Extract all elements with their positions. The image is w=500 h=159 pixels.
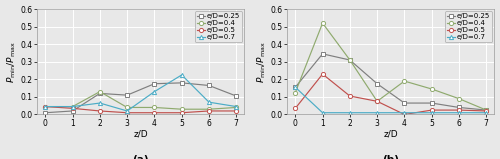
Line: e/D=0.7: e/D=0.7 [43,73,238,113]
e/D=0.5 [42,106,48,107]
e/D=0.4 [70,106,75,107]
Text: (b): (b) [382,155,400,159]
Line: e/D=0.5: e/D=0.5 [43,104,238,115]
e/D=0.4 [152,107,158,108]
e/D=0.25 [402,102,407,104]
Y-axis label: $P_{\rm min}/P_{\rm max}$: $P_{\rm min}/P_{\rm max}$ [6,41,18,83]
e/D=0.4 [428,88,434,90]
e/D=0.4 [402,80,407,82]
e/D=0.4 [484,109,490,111]
e/D=0.7 [178,74,184,76]
e/D=0.25 [428,102,434,104]
e/D=0.5 [97,110,103,112]
e/D=0.25 [292,86,298,88]
e/D=0.4 [206,108,212,110]
Line: e/D=0.25: e/D=0.25 [293,52,488,112]
e/D=0.7 [124,110,130,112]
e/D=0.4 [456,98,462,100]
e/D=0.25 [70,110,75,112]
e/D=0.7 [402,112,407,114]
e/D=0.25 [234,95,239,97]
e/D=0.7 [347,112,353,114]
e/D=0.7 [97,102,103,104]
Line: e/D=0.4: e/D=0.4 [43,90,238,111]
e/D=0.25 [178,82,184,84]
e/D=0.7 [292,86,298,88]
e/D=0.7 [456,112,462,114]
e/D=0.7 [206,101,212,103]
e/D=0.5 [374,100,380,102]
e/D=0.25 [456,107,462,108]
e/D=0.5 [234,110,239,112]
e/D=0.25 [206,85,212,86]
e/D=0.5 [456,109,462,111]
e/D=0.25 [42,112,48,114]
e/D=0.25 [124,94,130,96]
e/D=0.4 [124,107,130,108]
e/D=0.4 [97,91,103,93]
e/D=0.25 [484,109,490,111]
Legend: e/D=0.25, e/D=0.4, e/D=0.5, e/D=0.7: e/D=0.25, e/D=0.4, e/D=0.5, e/D=0.7 [194,11,242,42]
e/D=0.25 [97,92,103,94]
e/D=0.4 [374,100,380,102]
e/D=0.4 [347,59,353,61]
e/D=0.7 [320,112,326,114]
X-axis label: z/D: z/D [134,129,148,138]
e/D=0.5 [70,107,75,109]
e/D=0.5 [428,109,434,111]
Y-axis label: $P_{\rm min}/P_{\rm max}$: $P_{\rm min}/P_{\rm max}$ [256,41,268,83]
e/D=0.7 [70,106,75,107]
e/D=0.5 [484,110,490,112]
e/D=0.7 [42,106,48,107]
e/D=0.7 [428,112,434,114]
e/D=0.5 [152,112,158,114]
e/D=0.5 [347,95,353,97]
Line: e/D=0.4: e/D=0.4 [293,21,488,112]
Legend: e/D=0.25, e/D=0.4, e/D=0.5, e/D=0.7: e/D=0.25, e/D=0.4, e/D=0.5, e/D=0.7 [444,11,492,42]
e/D=0.25 [152,83,158,85]
e/D=0.5 [320,73,326,75]
e/D=0.5 [292,107,298,109]
e/D=0.7 [484,112,490,114]
e/D=0.7 [234,106,239,107]
Text: (a): (a) [132,155,149,159]
e/D=0.25 [347,59,353,61]
e/D=0.4 [42,106,48,107]
e/D=0.5 [178,112,184,114]
X-axis label: z/D: z/D [384,129,398,138]
Line: e/D=0.5: e/D=0.5 [293,72,488,117]
e/D=0.25 [320,53,326,55]
e/D=0.4 [234,107,239,108]
Line: e/D=0.7: e/D=0.7 [293,85,488,115]
Line: e/D=0.25: e/D=0.25 [43,81,238,115]
e/D=0.7 [374,112,380,114]
e/D=0.25 [374,83,380,85]
e/D=0.4 [320,22,326,24]
e/D=0.4 [292,92,298,93]
e/D=0.7 [152,91,158,93]
e/D=0.5 [402,114,407,115]
e/D=0.4 [178,108,184,110]
e/D=0.5 [124,112,130,114]
e/D=0.5 [206,110,212,112]
